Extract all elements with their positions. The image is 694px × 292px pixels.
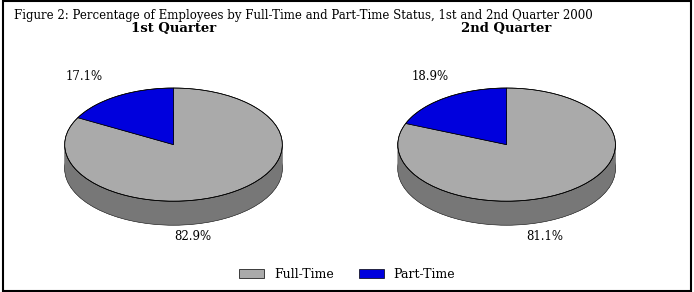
Ellipse shape [398, 112, 616, 225]
Polygon shape [406, 88, 507, 145]
Polygon shape [65, 88, 282, 201]
Polygon shape [65, 146, 282, 225]
Title: 1st Quarter: 1st Quarter [131, 22, 216, 35]
Text: 18.9%: 18.9% [412, 69, 449, 83]
Legend: Full-Time, Part-Time: Full-Time, Part-Time [234, 263, 460, 286]
Ellipse shape [65, 112, 282, 225]
Polygon shape [78, 88, 174, 145]
Text: 17.1%: 17.1% [66, 69, 103, 83]
Polygon shape [398, 142, 616, 225]
Title: 2nd Quarter: 2nd Quarter [462, 22, 552, 35]
Text: 81.1%: 81.1% [526, 230, 564, 243]
Polygon shape [398, 88, 616, 201]
Text: Figure 2: Percentage of Employees by Full-Time and Part-Time Status, 1st and 2nd: Figure 2: Percentage of Employees by Ful… [14, 9, 593, 22]
Text: 82.9%: 82.9% [174, 230, 212, 243]
